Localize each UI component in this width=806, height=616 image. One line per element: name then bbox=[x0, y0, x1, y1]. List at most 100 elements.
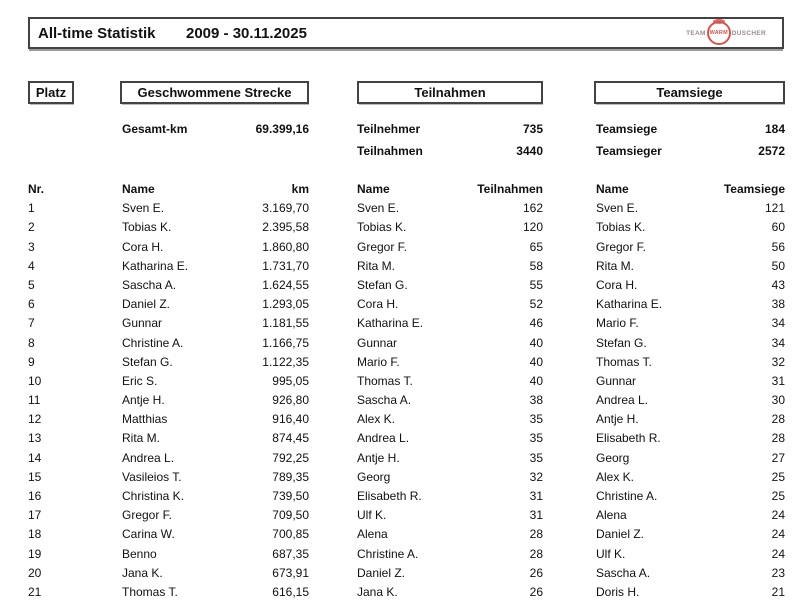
rank-number: 3 bbox=[28, 239, 35, 254]
teilnahmen-value: 162 bbox=[522, 201, 543, 216]
name-header: Name bbox=[122, 182, 155, 196]
swimmer-name: Alex K. bbox=[357, 412, 396, 427]
km-value: 926,80 bbox=[272, 393, 309, 408]
teamsiege-table: Name Teamsiege Sven E. 121 Tobias K. 60 … bbox=[596, 182, 785, 604]
table-row: Gregor F. 56 bbox=[596, 240, 785, 259]
km-value: 739,50 bbox=[272, 489, 309, 503]
strecke-table: Name km Sven E. 3.169,70 Tobias K. 2.395… bbox=[122, 182, 309, 604]
swimmer-name: Georg bbox=[357, 469, 391, 484]
teilnahmen-summary: Teilnehmer 735 Teilnahmen 3440 bbox=[357, 122, 543, 166]
swimmer-name: Rita M. bbox=[596, 258, 635, 273]
km-value: 687,35 bbox=[272, 546, 309, 561]
swimmer-name: Tobias K. bbox=[357, 220, 407, 235]
report-header: All-time Statistik 2009 - 30.11.2025 TEA… bbox=[28, 17, 784, 49]
rank-row: 9 bbox=[28, 355, 68, 374]
summary-label: Gesamt-km bbox=[122, 122, 188, 136]
km-value: 616,15 bbox=[272, 584, 309, 599]
table-row: Elisabeth R. 31 bbox=[357, 489, 543, 508]
swimmer-name: Andrea L. bbox=[596, 393, 649, 408]
summary-value: 2572 bbox=[758, 144, 785, 158]
table-row: Ulf K. 31 bbox=[357, 508, 543, 527]
table-row: Daniel Z. 26 bbox=[357, 566, 543, 585]
km-value: 700,85 bbox=[272, 527, 309, 542]
table-row: Christine A. 28 bbox=[357, 547, 543, 566]
km-value: 995,05 bbox=[272, 373, 309, 388]
teilnahmen-value: 26 bbox=[529, 584, 543, 599]
teamsiege-value: 60 bbox=[771, 220, 785, 235]
swimmer-name: Eric S. bbox=[122, 373, 158, 388]
table-row: Tobias K. 120 bbox=[357, 220, 543, 239]
table-row: Thomas T. 32 bbox=[596, 355, 785, 374]
logo-shower-icon bbox=[712, 19, 725, 24]
table-row: Antje H. 28 bbox=[596, 412, 785, 431]
swimmer-name: Elisabeth R. bbox=[357, 489, 422, 503]
table-row: Christine A. 1.166,75 bbox=[122, 336, 309, 355]
swimmer-name: Andrea L. bbox=[357, 431, 410, 446]
teilnahmen-header: Teilnahmen bbox=[477, 182, 543, 196]
rank-row: 10 bbox=[28, 374, 68, 393]
swimmer-name: Thomas T. bbox=[357, 373, 413, 388]
rank-row: 19 bbox=[28, 547, 68, 566]
swimmer-name: Gregor F. bbox=[596, 239, 647, 254]
teilnahmen-value: 35 bbox=[529, 412, 543, 427]
table-row: Katharina E. 38 bbox=[596, 297, 785, 316]
report-title: All-time Statistik bbox=[38, 24, 156, 42]
swimmer-name: Gregor F. bbox=[357, 239, 408, 254]
summary-row: Teilnahmen 3440 bbox=[357, 144, 543, 166]
swimmer-name: Daniel Z. bbox=[596, 527, 645, 542]
swimmer-name: Ulf K. bbox=[596, 546, 626, 561]
logo-text-warm: WARM bbox=[709, 30, 728, 36]
rank-row: 5 bbox=[28, 278, 68, 297]
teamsiege-value: 24 bbox=[771, 546, 785, 561]
table-row: Gregor F. 709,50 bbox=[122, 508, 309, 527]
rank-number: 10 bbox=[28, 373, 42, 388]
table-row: Cora H. 43 bbox=[596, 278, 785, 297]
teilnahmen-value: 31 bbox=[529, 508, 543, 523]
summary-label: Teamsiege bbox=[596, 122, 658, 136]
rank-row: 1 bbox=[28, 201, 68, 220]
teamsiege-value: 50 bbox=[771, 258, 785, 273]
swimmer-name: Katharina E. bbox=[357, 316, 424, 331]
table-row: Jana K. 26 bbox=[357, 585, 543, 604]
rank-number: 14 bbox=[28, 450, 42, 465]
teilnahmen-value: 40 bbox=[529, 373, 543, 388]
strecke-table-header: Name km bbox=[122, 182, 309, 201]
teamsiege-value: 32 bbox=[771, 354, 785, 369]
km-value: 1.293,05 bbox=[262, 297, 309, 312]
swimmer-name: Carina W. bbox=[122, 527, 175, 542]
swimmer-name: Christina K. bbox=[122, 489, 185, 503]
logo-warm-circle-icon: WARM bbox=[706, 19, 731, 45]
swimmer-name: Benno bbox=[122, 546, 157, 561]
swimmer-name: Cora H. bbox=[122, 239, 164, 254]
table-row: Antje H. 35 bbox=[357, 451, 543, 470]
swimmer-name: Elisabeth R. bbox=[596, 431, 661, 446]
table-row: Georg 27 bbox=[596, 451, 785, 470]
table-row: Carina W. 700,85 bbox=[122, 527, 309, 546]
swimmer-name: Gregor F. bbox=[122, 508, 173, 523]
table-row: Sascha A. 23 bbox=[596, 566, 785, 585]
summary-row: Teamsiege 184 bbox=[596, 122, 785, 144]
swimmer-name: Georg bbox=[596, 450, 630, 465]
teamsiege-value: 23 bbox=[771, 565, 785, 580]
rank-row: 4 bbox=[28, 259, 68, 278]
teamsiege-box: Teamsiege bbox=[594, 81, 785, 104]
km-header: km bbox=[291, 182, 309, 196]
table-row: Andrea L. 30 bbox=[596, 393, 785, 412]
swimmer-name: Vasileios T. bbox=[122, 469, 182, 484]
swimmer-name: Stefan G. bbox=[357, 277, 408, 292]
teamsiege-value: 121 bbox=[764, 201, 785, 216]
rank-row: 6 bbox=[28, 297, 68, 316]
teamsiege-value: 31 bbox=[771, 373, 785, 388]
teamsiege-value: 25 bbox=[771, 489, 785, 503]
swimmer-name: Thomas T. bbox=[596, 354, 652, 369]
km-value: 789,35 bbox=[272, 469, 309, 484]
teamsiege-value: 56 bbox=[771, 239, 785, 254]
table-row: Gunnar 40 bbox=[357, 336, 543, 355]
teilnahmen-value: 65 bbox=[529, 239, 543, 254]
summary-label: Teamsieger bbox=[596, 144, 662, 158]
rank-row: 16 bbox=[28, 489, 68, 508]
table-row: Benno 687,35 bbox=[122, 547, 309, 566]
rank-column: Nr. 1 2 3 4 5 6 bbox=[28, 182, 68, 604]
rank-number: 17 bbox=[28, 508, 42, 523]
teamsiege-value: 24 bbox=[771, 527, 785, 542]
